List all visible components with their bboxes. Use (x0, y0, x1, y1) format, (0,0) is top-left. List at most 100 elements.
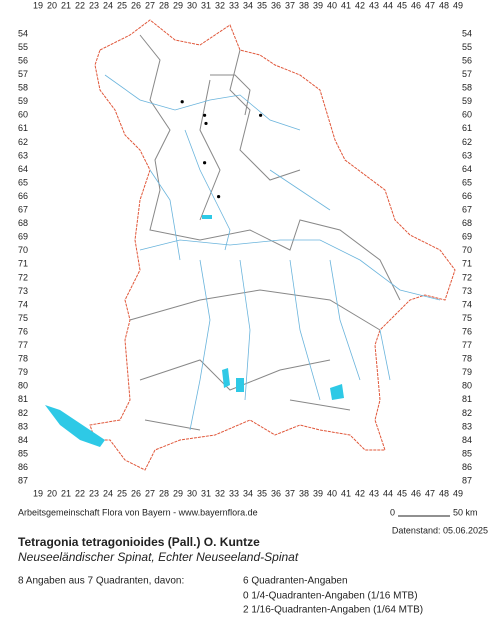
row-label: 73 (18, 286, 28, 296)
row-label: 70 (462, 245, 472, 255)
row-label: 68 (462, 218, 472, 228)
row-label: 56 (18, 55, 28, 65)
column-label: 29 (173, 0, 183, 10)
row-label: 74 (462, 299, 472, 309)
row-label: 79 (462, 367, 472, 377)
row-label: 86 (462, 462, 472, 472)
column-label: 21 (61, 488, 71, 498)
row-label: 72 (462, 272, 472, 282)
column-label: 19 (33, 0, 43, 10)
column-label: 31 (201, 488, 211, 498)
row-label: 77 (462, 340, 472, 350)
column-label: 22 (75, 0, 85, 10)
row-label: 74 (18, 299, 28, 309)
column-label: 27 (145, 488, 155, 498)
row-label: 59 (462, 96, 472, 106)
row-label: 87 (462, 476, 472, 486)
row-label: 79 (18, 367, 28, 377)
row-label: 54 (18, 28, 28, 38)
row-label: 80 (18, 381, 28, 391)
row-label: 60 (462, 110, 472, 120)
row-label: 56 (462, 55, 472, 65)
record-dot (204, 121, 208, 126)
rivers (104, 74, 441, 431)
species-title: Tetragonia tetragonioides (Pall.) O. Kun… (18, 535, 260, 549)
row-label: 76 (462, 326, 472, 336)
row-label: 61 (18, 123, 28, 133)
lakes (45, 215, 344, 447)
row-label: 75 (18, 313, 28, 323)
column-label: 32 (215, 0, 225, 10)
column-label: 45 (397, 488, 407, 498)
row-label: 82 (18, 408, 28, 418)
column-label: 26 (131, 488, 141, 498)
column-label: 22 (75, 488, 85, 498)
column-label: 49 (453, 488, 463, 498)
column-label: 31 (201, 0, 211, 10)
column-label: 28 (159, 0, 169, 10)
column-label: 33 (229, 488, 239, 498)
district-borders (129, 34, 401, 431)
species-subtitle: Neuseeländischer Spinat, Echter Neuseela… (18, 550, 299, 564)
column-label: 37 (285, 488, 295, 498)
credit: Arbeitsgemeinschaft Flora von Bayern - w… (18, 507, 258, 517)
row-label: 63 (462, 150, 472, 160)
row-label: 65 (462, 177, 472, 187)
row-label: 80 (462, 381, 472, 391)
summary-item: 2 1/16-Quadranten-Angaben (1/64 MTB) (243, 605, 423, 616)
column-label: 46 (411, 0, 421, 10)
summary-item: 6 Quadranten-Angaben (243, 576, 348, 587)
column-label: 38 (299, 488, 309, 498)
scale-end: 50 km (453, 507, 478, 517)
row-label: 62 (462, 137, 472, 147)
column-label: 43 (369, 488, 379, 498)
column-label: 39 (313, 0, 323, 10)
row-label: 55 (18, 42, 28, 52)
row-label: 85 (18, 448, 28, 458)
column-label: 28 (159, 488, 169, 498)
column-label: 19 (33, 488, 43, 498)
state-border (89, 19, 456, 471)
summary-total: 8 Angaben aus 7 Quadranten, davon: (18, 576, 184, 587)
column-label: 36 (271, 488, 281, 498)
column-label: 44 (383, 488, 393, 498)
column-label: 48 (439, 488, 449, 498)
row-label: 67 (462, 205, 472, 215)
row-label: 66 (18, 191, 28, 201)
column-label: 44 (383, 0, 393, 10)
row-label: 68 (18, 218, 28, 228)
row-label: 69 (462, 232, 472, 242)
column-label: 24 (103, 488, 113, 498)
row-label: 71 (18, 259, 28, 269)
row-label: 54 (462, 28, 472, 38)
row-label: 82 (462, 408, 472, 418)
column-label: 48 (439, 0, 449, 10)
column-label: 25 (117, 0, 127, 10)
column-label: 29 (173, 488, 183, 498)
column-label: 20 (47, 0, 57, 10)
row-label: 58 (462, 83, 472, 93)
row-label: 87 (18, 476, 28, 486)
record-dot (203, 113, 207, 117)
column-label: 30 (187, 0, 197, 10)
column-label: 40 (327, 0, 337, 10)
column-label: 41 (341, 0, 351, 10)
row-label: 78 (18, 354, 28, 364)
scale-start: 0 (390, 507, 395, 517)
column-label: 35 (257, 488, 267, 498)
column-label: 20 (47, 488, 57, 498)
row-label: 70 (18, 245, 28, 255)
column-label: 27 (145, 0, 155, 10)
row-label: 64 (462, 164, 472, 174)
row-label: 81 (18, 394, 28, 404)
row-label: 55 (462, 42, 472, 52)
row-label: 86 (18, 462, 28, 472)
row-label: 81 (462, 394, 472, 404)
row-label: 60 (18, 110, 28, 120)
row-label: 62 (18, 137, 28, 147)
column-label: 23 (89, 488, 99, 498)
row-label: 65 (18, 177, 28, 187)
column-label: 40 (327, 488, 337, 498)
